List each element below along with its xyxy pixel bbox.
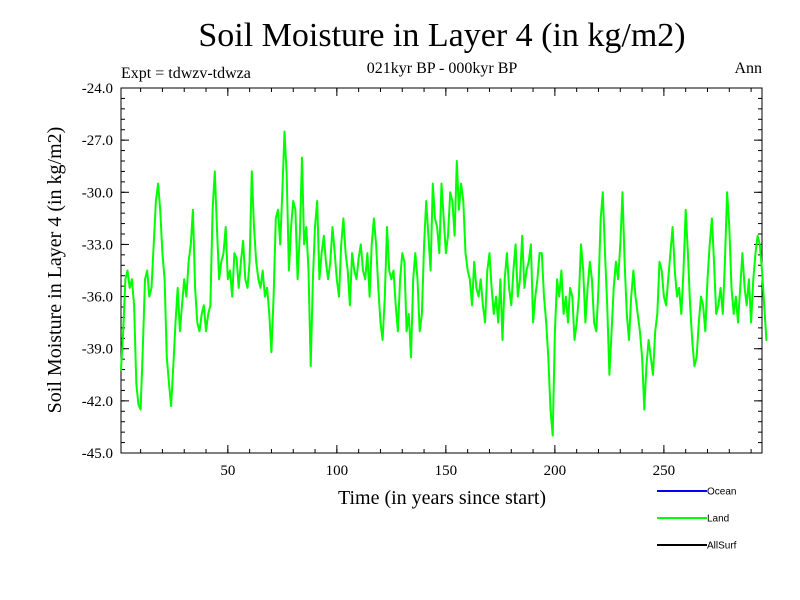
y-tick-label: -36.0 bbox=[82, 290, 113, 306]
x-tick-label: 150 bbox=[435, 463, 458, 479]
legend-label-land: Land bbox=[707, 514, 729, 525]
plot-frame bbox=[120, 87, 763, 454]
y-tick-label: -30.0 bbox=[82, 185, 113, 201]
chart-legend: Ocean Land AllSurf bbox=[657, 487, 737, 552]
legend-label-allsurf: AllSurf bbox=[707, 541, 737, 552]
chart-title: Soil Moisture in Layer 4 (in kg/m2) bbox=[198, 17, 685, 54]
x-tick-label: 100 bbox=[326, 463, 349, 479]
x-tick-label: 50 bbox=[220, 463, 235, 479]
x-axis-label: Time (in years since start) bbox=[338, 487, 546, 509]
chart-subtitle-period: 021kyr BP - 000kyr BP bbox=[367, 60, 518, 77]
y-tick-label: -39.0 bbox=[82, 342, 113, 358]
y-axis-label: Soil Moisture in Layer 4 (in kg/m2) bbox=[44, 127, 66, 414]
y-tick-label: -33.0 bbox=[82, 237, 113, 253]
y-tick-labels: -45.0 -42.0 -39.0 -36.0 -33.0 -30.0 -27.0 -24.0 bbox=[82, 81, 113, 462]
y-tick-label: -27.0 bbox=[82, 133, 113, 149]
x-tick-label: 200 bbox=[544, 463, 567, 479]
chart-subtitle-season: Ann bbox=[734, 60, 762, 77]
y-tick-label: -42.0 bbox=[82, 394, 113, 410]
chart-subtitle-experiment: Expt = tdwzv-tdwza bbox=[121, 65, 251, 82]
x-tick-labels: 50 100 150 200 250 bbox=[220, 463, 675, 479]
y-tick-label: -45.0 bbox=[82, 446, 113, 462]
series-line-land bbox=[120, 130, 768, 437]
x-tick-label: 250 bbox=[653, 463, 676, 479]
axis-ticks bbox=[121, 87, 762, 454]
y-tick-label: -24.0 bbox=[82, 81, 113, 97]
legend-label-ocean: Ocean bbox=[707, 487, 736, 498]
